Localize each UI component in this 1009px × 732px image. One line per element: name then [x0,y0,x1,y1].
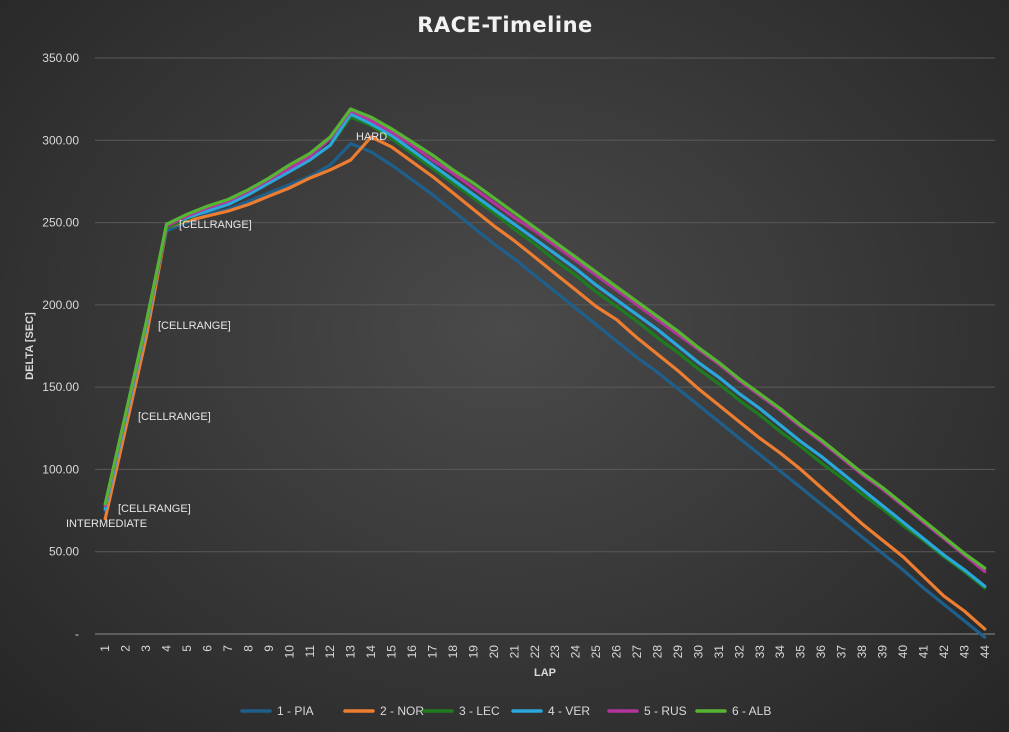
y-tick-label: 150.00 [42,380,79,394]
x-tick-label: 43 [957,645,971,659]
legend-label-2: 2 - NOR [380,704,424,718]
x-tick-label: 36 [814,645,828,659]
chart-title: RACE-Timeline [417,13,593,37]
legend-label-5: 5 - RUS [644,704,687,718]
y-axis-label: DELTA [SEC] [24,312,36,380]
x-tick-label: 17 [426,645,440,659]
x-tick-label: 6 [201,645,215,652]
x-tick-label: 31 [712,645,726,659]
x-tick-label: 15 [385,645,399,659]
x-tick-label: 26 [610,645,624,659]
x-tick-label: 44 [978,645,992,659]
annotation-cellrange-4: [CELLRANGE] [179,219,252,231]
y-tick-label: 350.00 [42,51,79,65]
x-tick-label: 14 [364,645,378,659]
x-tick-label: 2 [119,645,133,652]
series-lines [103,107,987,639]
legend-label-4: 4 - VER [548,704,590,718]
series-line-2 [103,135,987,631]
y-tick-label: 300.00 [42,133,79,147]
x-tick-label: 29 [671,645,685,659]
x-tick-label: 11 [303,645,317,658]
x-tick-label: 27 [630,645,644,659]
x-tick-label: 4 [160,645,174,652]
y-tick-label: 50.00 [49,545,79,559]
x-tick-label: 1 [98,645,112,652]
x-tick-label: 23 [548,645,562,659]
annotation-cellrange-1: [CELLRANGE] [118,503,191,515]
y-tick-label: 250.00 [42,216,79,230]
x-tick-label: 18 [446,645,460,659]
x-tick-label: 42 [937,645,951,659]
x-tick-label: 16 [405,645,419,659]
x-tick-label: 21 [507,645,521,659]
x-tick-label: 28 [651,645,665,659]
legend-label-1: 1 - PIA [277,704,314,718]
x-tick-label: 33 [753,645,767,659]
annotation-cellrange-3: [CELLRANGE] [158,320,231,332]
x-tick-label: 38 [855,645,869,659]
gridlines [95,57,995,635]
x-tick-label: 34 [773,645,787,659]
x-tick-label: 9 [262,645,276,652]
series-line-1 [103,142,987,639]
legend-label-3: 3 - LEC [459,704,500,718]
x-tick-label: 37 [835,645,849,659]
x-tick-label: 7 [221,645,235,652]
series-line-4 [103,112,987,588]
y-tick-label: - [75,627,79,641]
x-tick-label: 22 [528,645,542,659]
x-tick-label: 3 [139,645,153,652]
x-tick-label: 24 [569,645,583,659]
x-tick-label: 40 [896,645,910,659]
x-tick-label: 32 [732,645,746,659]
x-tick-label: 25 [589,645,603,659]
x-tick-label: 10 [282,645,296,659]
annotation-cellrange-2: [CELLRANGE] [138,411,211,423]
x-tick-label: 35 [794,645,808,659]
annotation-intermediate: INTERMEDIATE [66,518,147,530]
x-tick-label: 5 [180,645,194,652]
x-axis-label: LAP [534,667,556,679]
x-axis-ticks: 1 2 3 4 5 6 7 8 9 10 11 12 13 14 15 16 17 18 19 20 21 22 23 24 2… [98,645,992,659]
x-tick-label: 12 [323,645,337,659]
x-tick-label: 13 [344,645,358,659]
x-tick-label: 8 [241,645,255,652]
x-tick-label: 20 [487,645,501,659]
legend-label-6: 6 - ALB [732,704,771,718]
series-line-6 [103,107,987,570]
x-tick-label: 30 [691,645,705,659]
x-tick-label: 41 [916,645,930,659]
series-line-5 [103,109,987,574]
annotation-hard: HARD [356,131,387,143]
y-tick-label: 100.00 [42,462,79,476]
x-tick-label: 39 [876,645,890,659]
x-tick-label: 19 [466,645,480,659]
y-tick-label: 200.00 [42,298,79,312]
y-axis-ticks: - 50.00 100.00 150.00 200.00 250.00 300.00 350.… [42,51,79,641]
legend: 1 - PIA 2 - NOR 3 - LEC 4 - VER 5 - RUS 6 - A… [240,704,771,718]
annotations: INTERMEDIATE [CELLRANGE] [CELLRANGE] [CE… [66,131,387,530]
